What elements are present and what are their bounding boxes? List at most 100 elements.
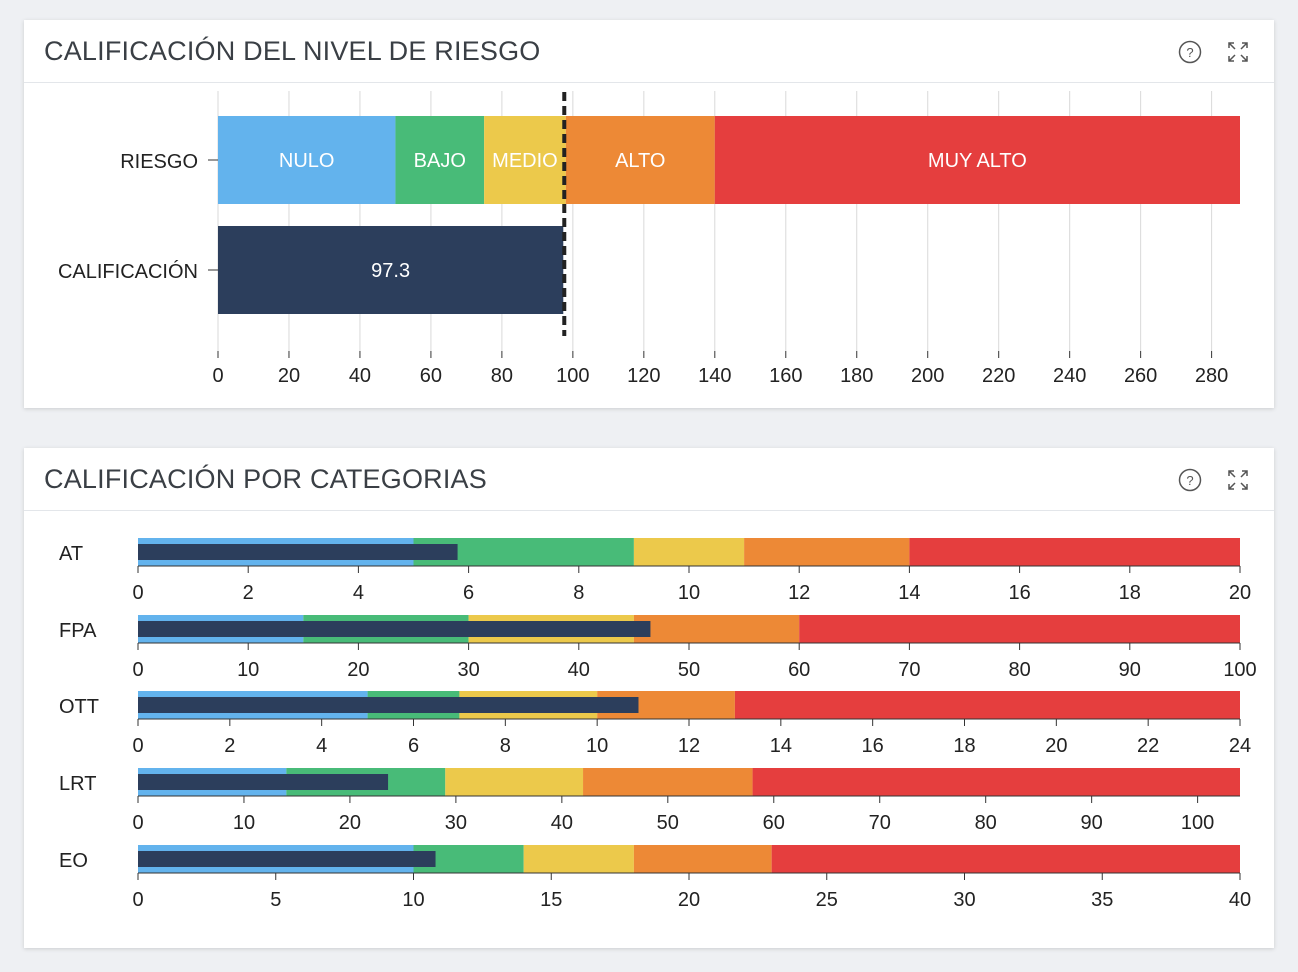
category-band	[445, 768, 584, 796]
risk-band-nulo	[218, 116, 396, 204]
x-tick-label: 100	[556, 365, 589, 387]
risk-band-label: NULO	[279, 150, 335, 172]
category-score-bar	[138, 697, 639, 713]
x-tick-label: 0	[132, 812, 143, 834]
x-tick-label: 40	[551, 812, 573, 834]
x-tick-label: 50	[678, 659, 700, 681]
category-label: EO	[59, 850, 88, 872]
x-tick-label: 20	[678, 889, 700, 911]
x-tick-label: 40	[568, 659, 590, 681]
x-tick-label: 100	[1223, 659, 1256, 681]
help-circle-icon[interactable]: ?	[1177, 467, 1203, 493]
y-category-label: RIESGO	[120, 151, 198, 173]
x-tick-label: 10	[402, 889, 424, 911]
risk-band-label: MUY ALTO	[928, 150, 1027, 172]
x-tick-label: 20	[347, 659, 369, 681]
category-score-bar	[138, 774, 389, 790]
category-score-bar	[138, 544, 458, 560]
x-tick-label: 80	[975, 812, 997, 834]
x-tick-label: 80	[1008, 659, 1030, 681]
category-panel: CALIFICACIÓN POR CATEGORIAS ? AT 0 2 4 6 8 10 1…	[24, 448, 1274, 948]
category-band	[633, 615, 800, 643]
x-tick-label: 12	[678, 735, 700, 757]
score-bar	[218, 226, 564, 314]
x-tick-label: 40	[349, 365, 371, 387]
panel-title: CALIFICACIÓN POR CATEGORIAS	[44, 464, 487, 494]
x-tick-label: 8	[573, 582, 584, 604]
category-label: AT	[59, 543, 83, 565]
x-tick-label: 10	[237, 659, 259, 681]
category-band	[744, 538, 910, 566]
risk-band-alto	[565, 116, 715, 204]
risk-band-label: ALTO	[615, 150, 665, 172]
x-tick-label: 30	[457, 659, 479, 681]
x-tick-label: 35	[1091, 889, 1113, 911]
x-tick-label: 0	[132, 889, 143, 911]
help-circle-icon[interactable]: ?	[1177, 39, 1203, 65]
x-tick-label: 2	[243, 582, 254, 604]
risk-band-medio	[484, 116, 566, 204]
risk-band-label: MEDIO	[492, 150, 558, 172]
x-tick-label: 200	[911, 365, 944, 387]
x-tick-label: 22	[1137, 735, 1159, 757]
category-band	[633, 538, 745, 566]
x-tick-label: 60	[788, 659, 810, 681]
category-label: OTT	[59, 696, 99, 718]
x-tick-label: 30	[953, 889, 975, 911]
x-tick-label: 16	[1008, 582, 1030, 604]
x-tick-label: 120	[627, 365, 660, 387]
x-tick-label: 160	[769, 365, 802, 387]
category-score-bar	[138, 621, 651, 637]
category-label: LRT	[59, 773, 96, 795]
category-band	[633, 845, 772, 873]
svg-text:?: ?	[1186, 45, 1193, 60]
x-tick-label: 240	[1053, 365, 1086, 387]
x-tick-label: 20	[1229, 582, 1251, 604]
x-tick-label: 24	[1229, 735, 1251, 757]
category-band	[523, 845, 634, 873]
x-tick-label: 260	[1124, 365, 1157, 387]
x-tick-label: 15	[540, 889, 562, 911]
x-tick-label: 30	[445, 812, 467, 834]
x-tick-label: 70	[898, 659, 920, 681]
category-band	[909, 538, 1240, 566]
svg-text:?: ?	[1186, 473, 1193, 488]
x-tick-label: 14	[898, 582, 920, 604]
x-tick-label: 220	[982, 365, 1015, 387]
x-tick-label: 90	[1081, 812, 1103, 834]
x-tick-label: 70	[869, 812, 891, 834]
x-tick-label: 4	[316, 735, 327, 757]
panel-title: CALIFICACIÓN DEL NIVEL DE RIESGO	[44, 36, 541, 66]
x-tick-label: 60	[420, 365, 442, 387]
x-tick-label: 10	[586, 735, 608, 757]
x-tick-label: 20	[339, 812, 361, 834]
x-tick-label: 2	[224, 735, 235, 757]
x-tick-label: 25	[816, 889, 838, 911]
x-tick-label: 100	[1181, 812, 1214, 834]
x-tick-label: 12	[788, 582, 810, 604]
x-tick-label: 0	[132, 735, 143, 757]
x-tick-label: 6	[408, 735, 419, 757]
panel-header: CALIFICACIÓN DEL NIVEL DE RIESGO ?	[24, 20, 1274, 83]
x-tick-label: 10	[233, 812, 255, 834]
category-band	[771, 845, 1240, 873]
x-tick-label: 80	[491, 365, 513, 387]
risk-band-label: BAJO	[414, 150, 466, 172]
x-tick-label: 40	[1229, 889, 1251, 911]
score-label: 97.3	[371, 260, 410, 282]
category-band	[734, 691, 1240, 719]
x-tick-label: 14	[770, 735, 792, 757]
x-tick-label: 180	[840, 365, 873, 387]
x-tick-label: 8	[500, 735, 511, 757]
x-tick-label: 18	[953, 735, 975, 757]
x-tick-label: 50	[657, 812, 679, 834]
x-tick-label: 0	[132, 659, 143, 681]
category-score-bar	[138, 851, 436, 867]
x-tick-label: 4	[353, 582, 364, 604]
x-tick-label: 90	[1119, 659, 1141, 681]
expand-icon[interactable]	[1225, 467, 1251, 493]
expand-icon[interactable]	[1225, 39, 1251, 65]
risk-band-muy-alto	[714, 116, 1240, 204]
category-label: FPA	[59, 620, 97, 642]
